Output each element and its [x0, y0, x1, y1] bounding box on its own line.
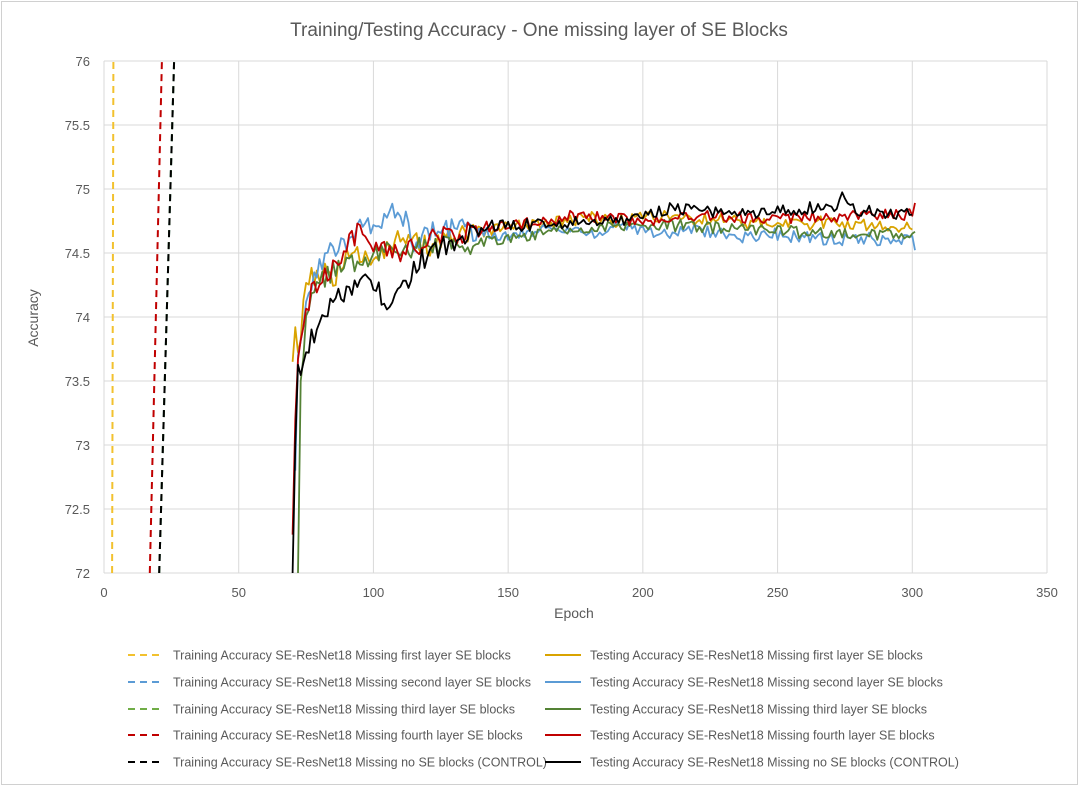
series-line-1 [291, 210, 913, 362]
x-tick-label: 100 [363, 585, 385, 600]
y-tick-label: 72.5 [65, 502, 90, 517]
x-tick-label: 50 [231, 585, 245, 600]
x-tick-label: 200 [632, 585, 654, 600]
legend-label: Training Accuracy SE-ResNet18 Missing th… [173, 703, 515, 717]
y-tick-label: 73 [76, 438, 90, 453]
y-tick-label: 73.5 [65, 374, 90, 389]
y-axis-label: Accuracy [25, 289, 41, 347]
legend-item-7: Testing Accuracy SE-ResNet18 Missing fou… [545, 729, 935, 743]
x-tick-label: 150 [497, 585, 519, 600]
legend-label: Testing Accuracy SE-ResNet18 Missing fir… [590, 649, 923, 663]
legend-item-9: Testing Accuracy SE-ResNet18 Missing no … [545, 756, 959, 770]
series-line-6 [148, 60, 163, 573]
legend-item-5: Testing Accuracy SE-ResNet18 Missing thi… [545, 703, 927, 717]
legend-label: Testing Accuracy SE-ResNet18 Missing sec… [590, 676, 943, 690]
y-tick-labels: 72 72.5 73 73.5 74 74.5 75 75.5 76 [65, 54, 90, 581]
x-axis-label: Epoch [554, 605, 594, 621]
y-tick-label: 74.5 [65, 246, 90, 261]
legend-item-1: Testing Accuracy SE-ResNet18 Missing fir… [545, 649, 923, 663]
legend-item-0: Training Accuracy SE-ResNet18 Missing fi… [128, 649, 511, 663]
legend-label: Training Accuracy SE-ResNet18 Missing no… [173, 756, 547, 770]
legend: Training Accuracy SE-ResNet18 Missing fi… [128, 649, 959, 770]
y-tick-label: 76 [76, 54, 90, 69]
series-line-7 [291, 202, 916, 535]
x-tick-label: 300 [901, 585, 923, 600]
series-line-3 [294, 202, 916, 471]
legend-label: Training Accuracy SE-ResNet18 Missing fo… [173, 729, 523, 743]
legend-label: Testing Accuracy SE-ResNet18 Missing fou… [590, 729, 935, 743]
y-tick-label: 75 [76, 182, 90, 197]
legend-item-3: Testing Accuracy SE-ResNet18 Missing sec… [545, 676, 943, 690]
legend-item-8: Training Accuracy SE-ResNet18 Missing no… [128, 756, 547, 770]
legend-label: Testing Accuracy SE-ResNet18 Missing thi… [590, 703, 927, 717]
legend-item-4: Training Accuracy SE-ResNet18 Missing th… [128, 703, 515, 717]
x-tick-label: 350 [1036, 585, 1058, 600]
y-tick-label: 74 [76, 310, 90, 325]
grid [103, 60, 1048, 574]
y-tick-label: 72 [76, 566, 90, 581]
series-line-0 [111, 60, 115, 573]
x-tick-label: 0 [100, 585, 107, 600]
chart-title: Training/Testing Accuracy - One missing … [290, 20, 788, 41]
legend-label: Testing Accuracy SE-ResNet18 Missing no … [590, 756, 959, 770]
series-line-5 [297, 218, 916, 573]
legend-item-6: Training Accuracy SE-ResNet18 Missing fo… [128, 729, 523, 743]
x-tick-labels: 0 50 100 150 200 250 300 350 [100, 585, 1057, 600]
plot-area [111, 60, 916, 573]
series-line-8 [158, 60, 176, 573]
x-tick-label: 250 [767, 585, 789, 600]
legend-item-2: Training Accuracy SE-ResNet18 Missing se… [128, 676, 531, 690]
series-line-9 [291, 191, 913, 573]
legend-label: Training Accuracy SE-ResNet18 Missing se… [173, 676, 531, 690]
y-tick-label: 75.5 [65, 118, 90, 133]
legend-label: Training Accuracy SE-ResNet18 Missing fi… [173, 649, 511, 663]
